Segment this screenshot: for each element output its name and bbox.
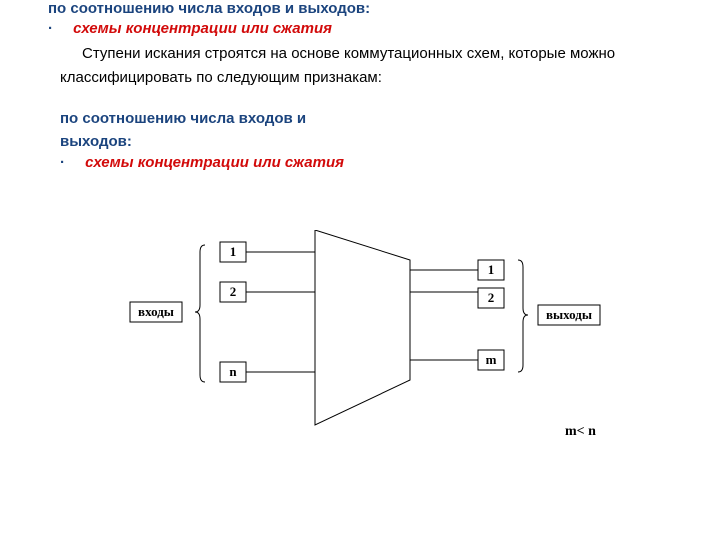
output-num-1: 1: [488, 262, 495, 277]
sub-heading: по соотношению числа входов и выходов:: [60, 108, 380, 153]
concentration-schematic-diagram: входы 1 2 n 1 2 m выходы m< n: [110, 230, 630, 460]
top-bullet-text: схемы концентрации или сжатия: [73, 20, 332, 37]
sub-bullet-marker: ·: [60, 154, 81, 171]
inputs-label: входы: [138, 304, 174, 319]
left-brace: [195, 245, 205, 382]
output-num-2: 2: [488, 290, 495, 305]
top-bullet-marker: ·: [48, 20, 69, 37]
outputs-label: выходы: [546, 307, 592, 322]
top-bullet-line: · схемы концентрации или сжатия: [48, 20, 332, 37]
concentrator-trapezoid: [315, 230, 410, 425]
intro-paragraph: Ступени искания строятся на основе комму…: [60, 42, 664, 90]
right-brace: [518, 260, 528, 372]
sub-bullet-line: · схемы концентрации или сжатия: [60, 154, 344, 171]
sub-bullet-text: схемы концентрации или сжатия: [85, 154, 344, 171]
formula-text: m< n: [565, 424, 596, 439]
output-num-m: m: [486, 352, 497, 367]
input-num-n: n: [229, 364, 237, 379]
input-num-1: 1: [230, 244, 237, 259]
diagram-svg: входы 1 2 n 1 2 m выходы m< n: [110, 230, 630, 460]
top-heading: по соотношению числа входов и выходов:: [48, 0, 370, 17]
input-num-2: 2: [230, 284, 237, 299]
